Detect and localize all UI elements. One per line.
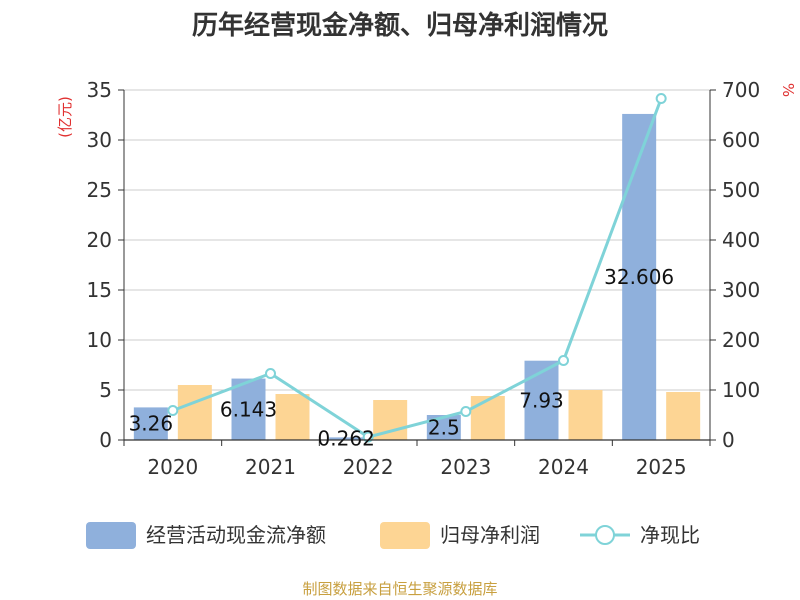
x-tick-label: 2021 xyxy=(245,455,296,479)
y2-tick-label: 100 xyxy=(722,378,760,402)
data-label: 32.606 xyxy=(604,265,674,289)
data-label: 6.143 xyxy=(220,397,277,421)
x-tick-label: 2023 xyxy=(440,455,491,479)
bar xyxy=(133,407,168,440)
legend-label: 净现比 xyxy=(640,523,700,547)
chart-title: 历年经营现金净额、归母净利润情况 xyxy=(192,10,608,41)
bar-series-group xyxy=(133,113,701,440)
y2-tick-label: 600 xyxy=(722,128,760,152)
bar xyxy=(524,360,559,440)
legend: 经营活动现金流净额 归母净利润 净现比 xyxy=(86,522,700,549)
bar xyxy=(177,385,212,440)
bar xyxy=(470,396,505,440)
right-axis-unit: % xyxy=(779,83,797,97)
data-label: 7.93 xyxy=(519,388,564,412)
line-series-group xyxy=(167,93,667,443)
legend-marker xyxy=(595,525,615,545)
y-tick-label: 15 xyxy=(87,278,112,302)
line-point xyxy=(655,93,667,104)
y-tick-label: 25 xyxy=(87,178,112,202)
y-tick-label: 30 xyxy=(87,128,112,152)
y2-tick-label: 300 xyxy=(722,278,760,302)
x-tick-label: 2024 xyxy=(538,455,589,479)
data-labels-group: 3.26 6.143 0.262 2.5 7.93 32.606 xyxy=(129,265,675,451)
line-point xyxy=(460,406,472,417)
x-tick-label: 2020 xyxy=(147,455,198,479)
y2-tick-label: 700 xyxy=(722,78,760,102)
y2-tick-label: 0 xyxy=(722,428,735,452)
data-label: 0.262 xyxy=(318,427,375,451)
line-point xyxy=(265,368,276,379)
data-label: 2.5 xyxy=(428,416,460,440)
data-label: 3.26 xyxy=(129,412,174,436)
line-path xyxy=(172,97,663,439)
bar xyxy=(329,437,364,440)
y2-tick-label: 400 xyxy=(722,228,760,252)
y2-tick-label: 500 xyxy=(722,178,760,202)
bar xyxy=(622,113,657,440)
bar xyxy=(666,392,701,440)
x-tick-label: 2022 xyxy=(343,455,394,479)
legend-swatch xyxy=(380,522,430,549)
y2-tick-label: 200 xyxy=(722,328,760,352)
y-tick-label: 5 xyxy=(99,378,112,402)
gridlines xyxy=(124,89,710,391)
line-point xyxy=(167,405,179,416)
y-tick-label: 35 xyxy=(87,78,112,102)
y-tick-label: 0 xyxy=(99,428,112,452)
line-point xyxy=(362,431,374,443)
y-tick-label: 20 xyxy=(87,228,112,252)
left-axis-unit: (亿元) xyxy=(56,96,74,138)
bar xyxy=(275,394,310,440)
bar xyxy=(231,378,266,440)
x-tick-label: 2025 xyxy=(636,455,687,479)
legend-label: 经营活动现金流净额 xyxy=(146,523,326,547)
y-tick-label: 10 xyxy=(87,328,112,352)
source-note: 制图数据来自恒生聚源数据库 xyxy=(302,580,497,598)
legend-swatch xyxy=(86,522,136,549)
legend-label: 归母净利润 xyxy=(440,523,540,547)
line-point xyxy=(558,355,569,366)
bar xyxy=(568,390,603,440)
axes-group: 0510152025303501002003004005006007002020… xyxy=(87,78,761,479)
